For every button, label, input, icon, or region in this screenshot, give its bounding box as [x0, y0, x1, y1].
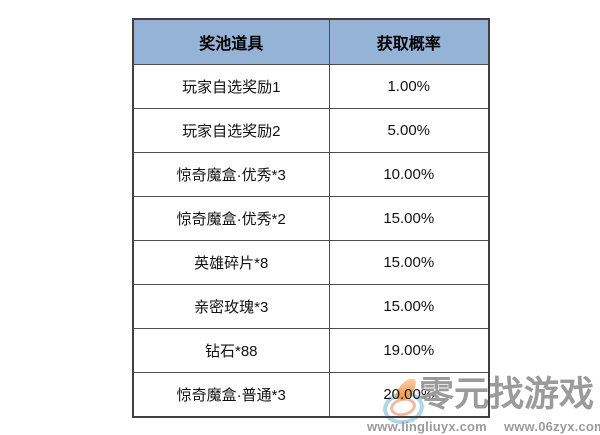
probability-cell: 19.00%: [328, 328, 490, 373]
probability-cell: 15.00%: [328, 196, 490, 241]
table-row: 惊奇魔盒·优秀*2 15.00%: [132, 196, 490, 241]
table-row: 玩家自选奖励2 5.00%: [132, 108, 490, 153]
item-cell: 钻石*88: [132, 328, 330, 373]
item-cell: 亲密玫瑰*3: [132, 284, 330, 329]
item-cell: 玩家自选奖励2: [132, 108, 330, 153]
item-cell: 惊奇魔盒·优秀*2: [132, 196, 330, 241]
watermark-brand-text: 零元找游戏: [419, 375, 595, 414]
table-row: 钻石*88 19.00%: [132, 328, 490, 373]
watermark-url-06zyx: www.06zyx.com: [503, 419, 600, 434]
column-header-probability: 获取概率: [328, 18, 490, 65]
table-header-row: 奖池道具 获取概率: [132, 18, 490, 65]
table-row: 亲密玫瑰*3 15.00%: [132, 284, 490, 329]
item-cell: 惊奇魔盒·优秀*3: [132, 152, 330, 197]
table-row: 惊奇魔盒·优秀*3 10.00%: [132, 152, 490, 197]
item-cell: 玩家自选奖励1: [132, 64, 330, 109]
item-cell: 惊奇魔盒·普通*3: [132, 372, 330, 418]
watermark-urls: www.lingliuyx.com www.06zyx.com: [367, 419, 600, 434]
probability-cell: 15.00%: [328, 240, 490, 285]
probability-cell: 10.00%: [328, 152, 490, 197]
table-row: 惊奇魔盒·普通*3 20.00%: [132, 372, 490, 418]
prize-probability-table: 奖池道具 获取概率 玩家自选奖励1 1.00% 玩家自选奖励2 5.00% 惊奇…: [132, 18, 490, 418]
table-row: 英雄碎片*8 15.00%: [132, 240, 490, 285]
table-row: 玩家自选奖励1 1.00%: [132, 64, 490, 109]
probability-cell: 15.00%: [328, 284, 490, 329]
column-header-item: 奖池道具: [132, 18, 330, 65]
item-cell: 英雄碎片*8: [132, 240, 330, 285]
watermark-url-lingliuyx: www.lingliuyx.com: [367, 419, 487, 434]
probability-cell: 1.00%: [328, 64, 490, 109]
probability-cell: 5.00%: [328, 108, 490, 153]
probability-cell: 20.00%: [328, 372, 490, 418]
